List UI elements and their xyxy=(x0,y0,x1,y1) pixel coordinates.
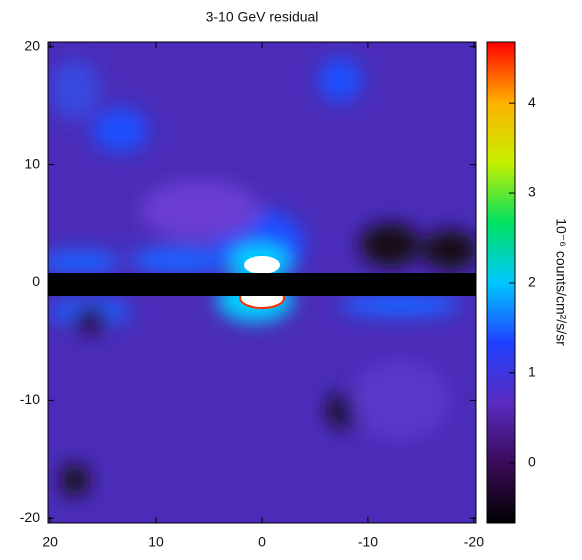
y-tick-label: -10 xyxy=(20,391,40,407)
y-tick-label: 20 xyxy=(24,37,40,53)
heatmap xyxy=(48,42,476,523)
x-tick-label: -10 xyxy=(358,534,378,550)
colorbar-tick-label: 2 xyxy=(528,274,536,290)
x-tick-label: 0 xyxy=(258,534,266,550)
x-tick-label: -20 xyxy=(464,534,484,550)
chart-title: 3-10 GeV residual xyxy=(206,9,319,25)
colorbar-tick-label: 1 xyxy=(528,364,536,380)
colorbar-tick-label: 4 xyxy=(528,94,536,110)
colorbar-tick-label: 3 xyxy=(528,184,536,200)
x-tick-label: 10 xyxy=(148,534,164,550)
y-tick-label: -20 xyxy=(20,509,40,525)
x-tick-label: 20 xyxy=(42,534,58,550)
y-tick-label: 10 xyxy=(24,155,40,171)
colorbar-label: 10⁻⁶ counts/cm²/s/sr xyxy=(553,218,569,346)
y-tick-label: 0 xyxy=(32,273,40,289)
colorbar-tick-label: 0 xyxy=(528,453,536,469)
